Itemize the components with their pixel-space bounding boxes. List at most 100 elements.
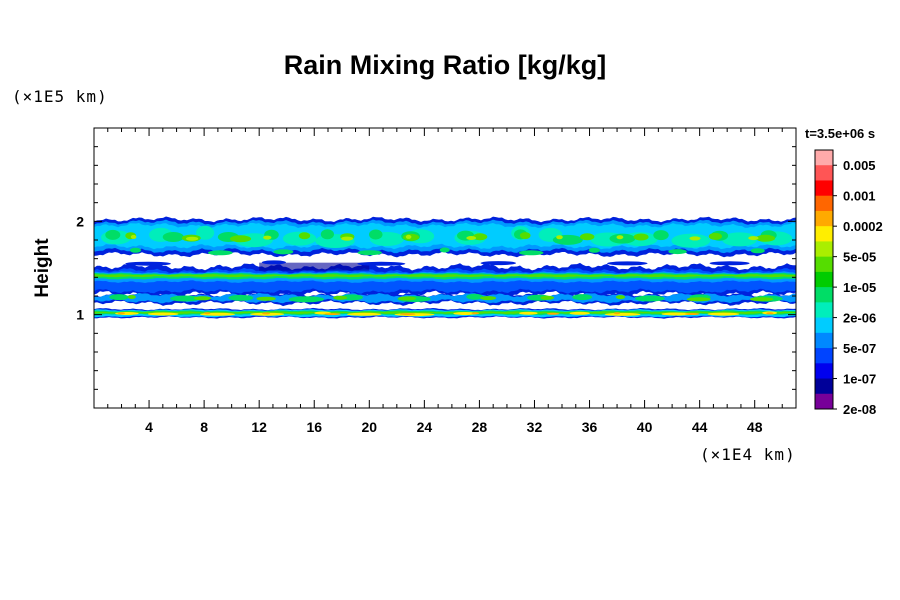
rain-cell [130, 234, 137, 239]
colorbar-swatch [815, 287, 833, 303]
colorbar-swatch [815, 195, 833, 212]
rain-cell [288, 296, 325, 303]
y-tick-label: 2 [76, 213, 84, 229]
x-tick-label: 4 [145, 419, 153, 435]
rain-cell [635, 295, 665, 302]
rain-cell [615, 295, 626, 300]
colorbar-swatch [815, 363, 833, 380]
rain-cell [607, 261, 648, 266]
rain-cell [229, 235, 252, 243]
rain-cell [127, 295, 136, 299]
colorbar-label: 1e-07 [843, 372, 876, 387]
x-tick-label: 20 [362, 419, 378, 435]
colorbar-label: 5e-05 [843, 250, 876, 265]
rain-cell [147, 312, 179, 316]
rain-cell [519, 232, 531, 240]
rain-cell [604, 312, 641, 316]
x-tick-label: 8 [200, 419, 208, 435]
x-tick-label: 44 [692, 419, 708, 435]
time-label: t=3.5e+06 s [805, 126, 875, 141]
rain-cell [439, 247, 450, 253]
rain-contour [259, 262, 370, 271]
colorbar-label: 5e-07 [843, 341, 876, 356]
rain-cell [262, 312, 271, 315]
rain-cell [170, 295, 200, 302]
rain-cell [186, 236, 199, 241]
rain-cell [256, 296, 276, 301]
rain-cell [320, 229, 334, 240]
colorbar-swatch [815, 302, 833, 319]
rain-cell [466, 236, 477, 240]
rain-cell [357, 261, 406, 266]
colorbar-swatch [815, 165, 833, 181]
rain-cell [709, 261, 750, 266]
x-tick-label: 16 [306, 419, 322, 435]
rain-cell [633, 233, 649, 241]
rain-cell [405, 234, 412, 239]
colorbar-label: 0.0002 [843, 219, 883, 234]
colorbar-swatch [815, 317, 833, 334]
rain-cell [324, 313, 341, 316]
colorbar-swatch [815, 210, 833, 227]
rain-cell [109, 294, 129, 301]
rain-cell [472, 233, 488, 241]
rain-cell [721, 232, 758, 247]
rain-cell [261, 260, 286, 265]
rain-cell [341, 294, 364, 301]
rain-cell [400, 313, 416, 316]
colorbar-label: 2e-08 [843, 402, 876, 417]
rain-cell [748, 236, 759, 241]
colorbar-swatch [815, 150, 833, 166]
rain-cell [196, 225, 215, 240]
rain-cell [480, 261, 517, 266]
rain-cell [162, 232, 184, 242]
x-tick-label: 12 [251, 419, 267, 435]
colorbar-swatch [815, 332, 833, 349]
rain-cell [668, 249, 687, 255]
rain-cell [689, 236, 701, 241]
x-tick-label: 24 [417, 419, 433, 435]
rain-cell [613, 312, 621, 315]
rain-cell [207, 250, 233, 256]
x-tick-label: 32 [527, 419, 543, 435]
colorbar-swatch [815, 226, 833, 242]
rain-cell [273, 249, 294, 255]
rain-cell [357, 250, 382, 256]
rain-cell [707, 312, 740, 316]
rain-cell [471, 312, 480, 315]
rain-cell [671, 233, 711, 248]
colorbar-label: 0.005 [843, 158, 876, 173]
rain-cell [369, 229, 383, 240]
rain-cell [708, 232, 723, 240]
rain-cell [263, 235, 272, 240]
colorbar-swatch [815, 348, 833, 364]
colorbar-swatch [815, 393, 833, 410]
rain-cell [194, 296, 212, 301]
rain-cell [519, 311, 538, 315]
x-tick-label: 28 [472, 419, 488, 435]
rain-cell [755, 234, 776, 242]
y-axis-label: Height [32, 238, 53, 298]
rain-cell [750, 248, 765, 254]
rain-cell [125, 261, 171, 266]
rain-cell [653, 230, 669, 241]
rain-cell [398, 296, 417, 301]
colorbar: 0.005 0.001 0.0002 5e-05 1e-05 2e-06 5e-07 1e-0… [814, 149, 883, 417]
rain-contour [94, 274, 796, 278]
colorbar-swatch [815, 180, 833, 197]
colorbar-swatch [815, 378, 833, 395]
rain-cell [609, 233, 636, 244]
rain-cell [333, 295, 348, 300]
rain-cell [569, 311, 590, 315]
colorbar-label: 1e-05 [843, 280, 876, 295]
rain-cell [518, 250, 544, 256]
rain-cell [341, 236, 354, 241]
chart-title: Rain Mixing Ratio [kg/kg] [284, 50, 607, 80]
rain-cell [298, 232, 311, 240]
rain-cell [203, 312, 211, 315]
rain-cell [686, 297, 711, 302]
x-unit-label: (×1E4 km) [700, 445, 796, 464]
colorbar-swatch [815, 271, 833, 288]
rain-cell [346, 312, 382, 316]
